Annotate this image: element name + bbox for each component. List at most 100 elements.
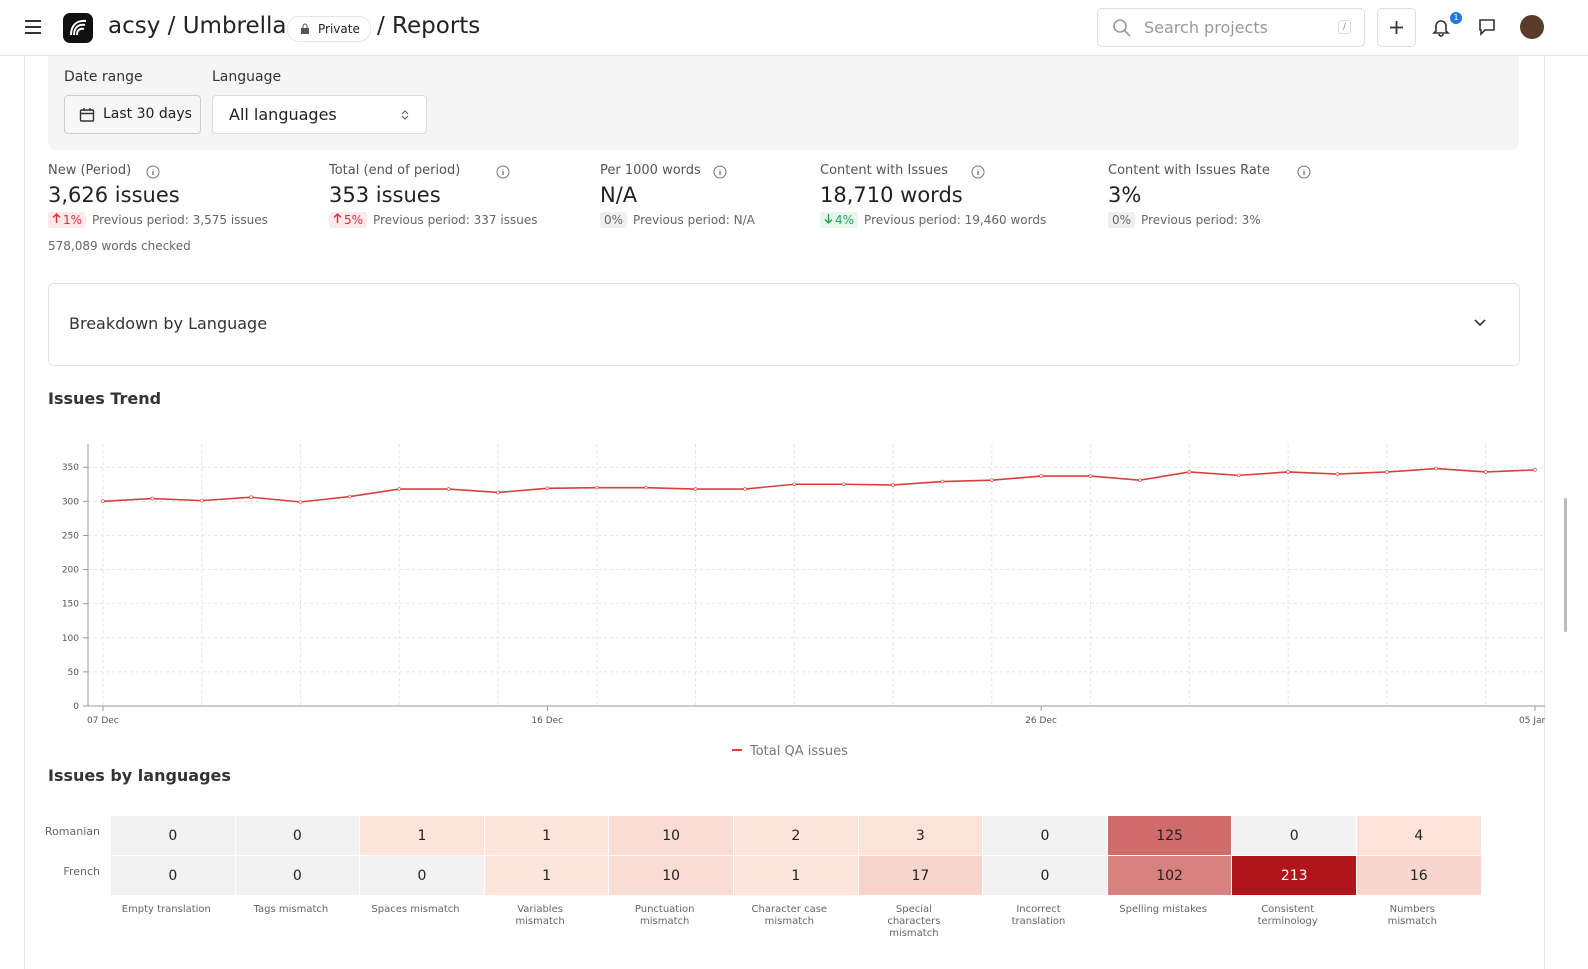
point xyxy=(940,479,945,484)
visibility: Private xyxy=(318,22,360,36)
point xyxy=(1483,470,1488,474)
heatmap-cell: 10 xyxy=(609,816,733,855)
language-value: All languages xyxy=(229,105,337,124)
top-bar xyxy=(0,0,1588,56)
trend-title: Issues Trend xyxy=(48,389,162,408)
previous-period: Previous period: 3,575 issues xyxy=(92,213,268,227)
change-arrow xyxy=(333,213,342,223)
messages[interactable] xyxy=(1478,18,1496,36)
column-label: Tags mismatch xyxy=(253,904,329,915)
point xyxy=(1138,478,1142,482)
row-label: Romanian xyxy=(44,825,100,838)
add-button[interactable] xyxy=(1377,8,1416,47)
heatmap-cell: 0 xyxy=(111,816,235,855)
y-tick-label: 200 xyxy=(62,566,79,576)
project-path[interactable]: acsy / Umbrella xyxy=(108,13,287,39)
y-tick-label: 300 xyxy=(62,497,79,507)
change-value: 4% xyxy=(835,213,855,227)
content-frame xyxy=(24,56,1545,969)
point xyxy=(397,487,402,491)
point xyxy=(841,482,846,487)
change-value: 1% xyxy=(63,213,83,227)
heatmap-cell: 1 xyxy=(484,816,609,855)
change-badge: 0% xyxy=(600,212,628,228)
metric-change-row: 0% Previous period: N/A xyxy=(600,212,755,228)
point xyxy=(693,487,698,491)
metric-change-row: 0% Previous period: 3% xyxy=(1108,212,1261,228)
info-icon xyxy=(971,165,985,179)
notifications[interactable] xyxy=(1432,17,1450,37)
heatmap-title: Issues by languages xyxy=(48,766,231,785)
point xyxy=(199,498,204,503)
date-range-value: Last 30 days xyxy=(103,106,192,122)
y-tick-label: 0 xyxy=(73,702,79,712)
heatmap-cell: 0 xyxy=(235,816,360,855)
point xyxy=(496,490,500,495)
change-arrow xyxy=(52,213,61,223)
heatmap-cell: 0 xyxy=(983,856,1107,895)
column-label: Consistent terminology xyxy=(1257,904,1318,927)
y-tick-label: 50 xyxy=(68,668,80,678)
heatmap-cell: 2 xyxy=(734,816,858,855)
point xyxy=(891,483,895,487)
arrow xyxy=(824,214,833,224)
point xyxy=(348,494,352,499)
point xyxy=(1385,470,1389,474)
menu-button[interactable] xyxy=(24,19,42,35)
x-tick-label: 07 Dec xyxy=(87,716,119,726)
heatmap-cell: 16 xyxy=(1357,856,1481,895)
info-circle xyxy=(496,165,510,179)
point xyxy=(298,500,303,504)
info-icon xyxy=(496,165,510,179)
heatmap-cell: 0 xyxy=(360,856,484,895)
logo[interactable] xyxy=(63,13,93,43)
legend-label: Total QA issues xyxy=(749,744,848,759)
metric-label: Content with Issues Rate xyxy=(1108,163,1270,178)
heatmap-cell: 1 xyxy=(484,856,609,895)
metric-value: 3,626 issues xyxy=(48,183,180,207)
x-tick-label: 16 Dec xyxy=(531,716,563,726)
avatar[interactable] xyxy=(1520,15,1544,39)
y-tick-label: 150 xyxy=(62,600,79,610)
info-icon xyxy=(1297,165,1311,179)
previous-period: Previous period: N/A xyxy=(633,213,755,227)
point xyxy=(446,487,451,491)
point xyxy=(1187,470,1192,474)
row-label: French xyxy=(63,865,100,878)
column-label: Spaces mismatch xyxy=(371,904,460,915)
point xyxy=(150,496,155,501)
point xyxy=(249,495,253,500)
previous-period: Previous period: 3% xyxy=(1141,213,1261,227)
column-label: Character case mismatch xyxy=(751,904,828,927)
metric-label: Content with Issues xyxy=(820,163,948,178)
heatmap-cell: 10 xyxy=(609,856,733,895)
point xyxy=(545,486,550,491)
page-name: / Reports xyxy=(377,13,481,39)
info-icon xyxy=(713,165,727,179)
previous-period: Previous period: 337 issues xyxy=(373,213,538,227)
date-range-button[interactable]: Last 30 days xyxy=(64,95,201,134)
date-range-label: Date range xyxy=(64,69,143,85)
column-label: Incorrect translation xyxy=(1011,904,1066,927)
point xyxy=(644,485,648,490)
metric-label: Total (end of period) xyxy=(329,163,461,178)
language-select[interactable]: All languages xyxy=(212,95,427,134)
search-box[interactable]: Search projects / xyxy=(1097,8,1365,47)
point xyxy=(1236,473,1241,478)
search-shortcut: / xyxy=(1338,20,1352,34)
column-label: Empty translation xyxy=(121,904,211,915)
x-tick-label: 26 Dec xyxy=(1025,716,1057,726)
heatmap-cell: 0 xyxy=(1232,816,1356,855)
metric-change-row: 1% Previous period: 3,575 issues xyxy=(48,212,268,228)
previous-period: Previous period: 19,460 words xyxy=(864,213,1047,227)
column-label: Numbers mismatch xyxy=(1387,904,1437,927)
heatmap-cell: 0 xyxy=(235,856,360,895)
point xyxy=(792,482,797,487)
change-badge: 5% xyxy=(329,212,368,228)
change-value: 0% xyxy=(604,213,624,227)
trend-chart: 0 50 100 150 200 250 300 350 07 Dec 16 Dec 26 Dec 0… xyxy=(62,444,1545,759)
column-label: Punctuation mismatch xyxy=(634,904,695,927)
point xyxy=(1434,466,1439,471)
info-circle xyxy=(146,165,160,179)
breakdown-card[interactable]: Breakdown by Language xyxy=(48,283,1520,366)
